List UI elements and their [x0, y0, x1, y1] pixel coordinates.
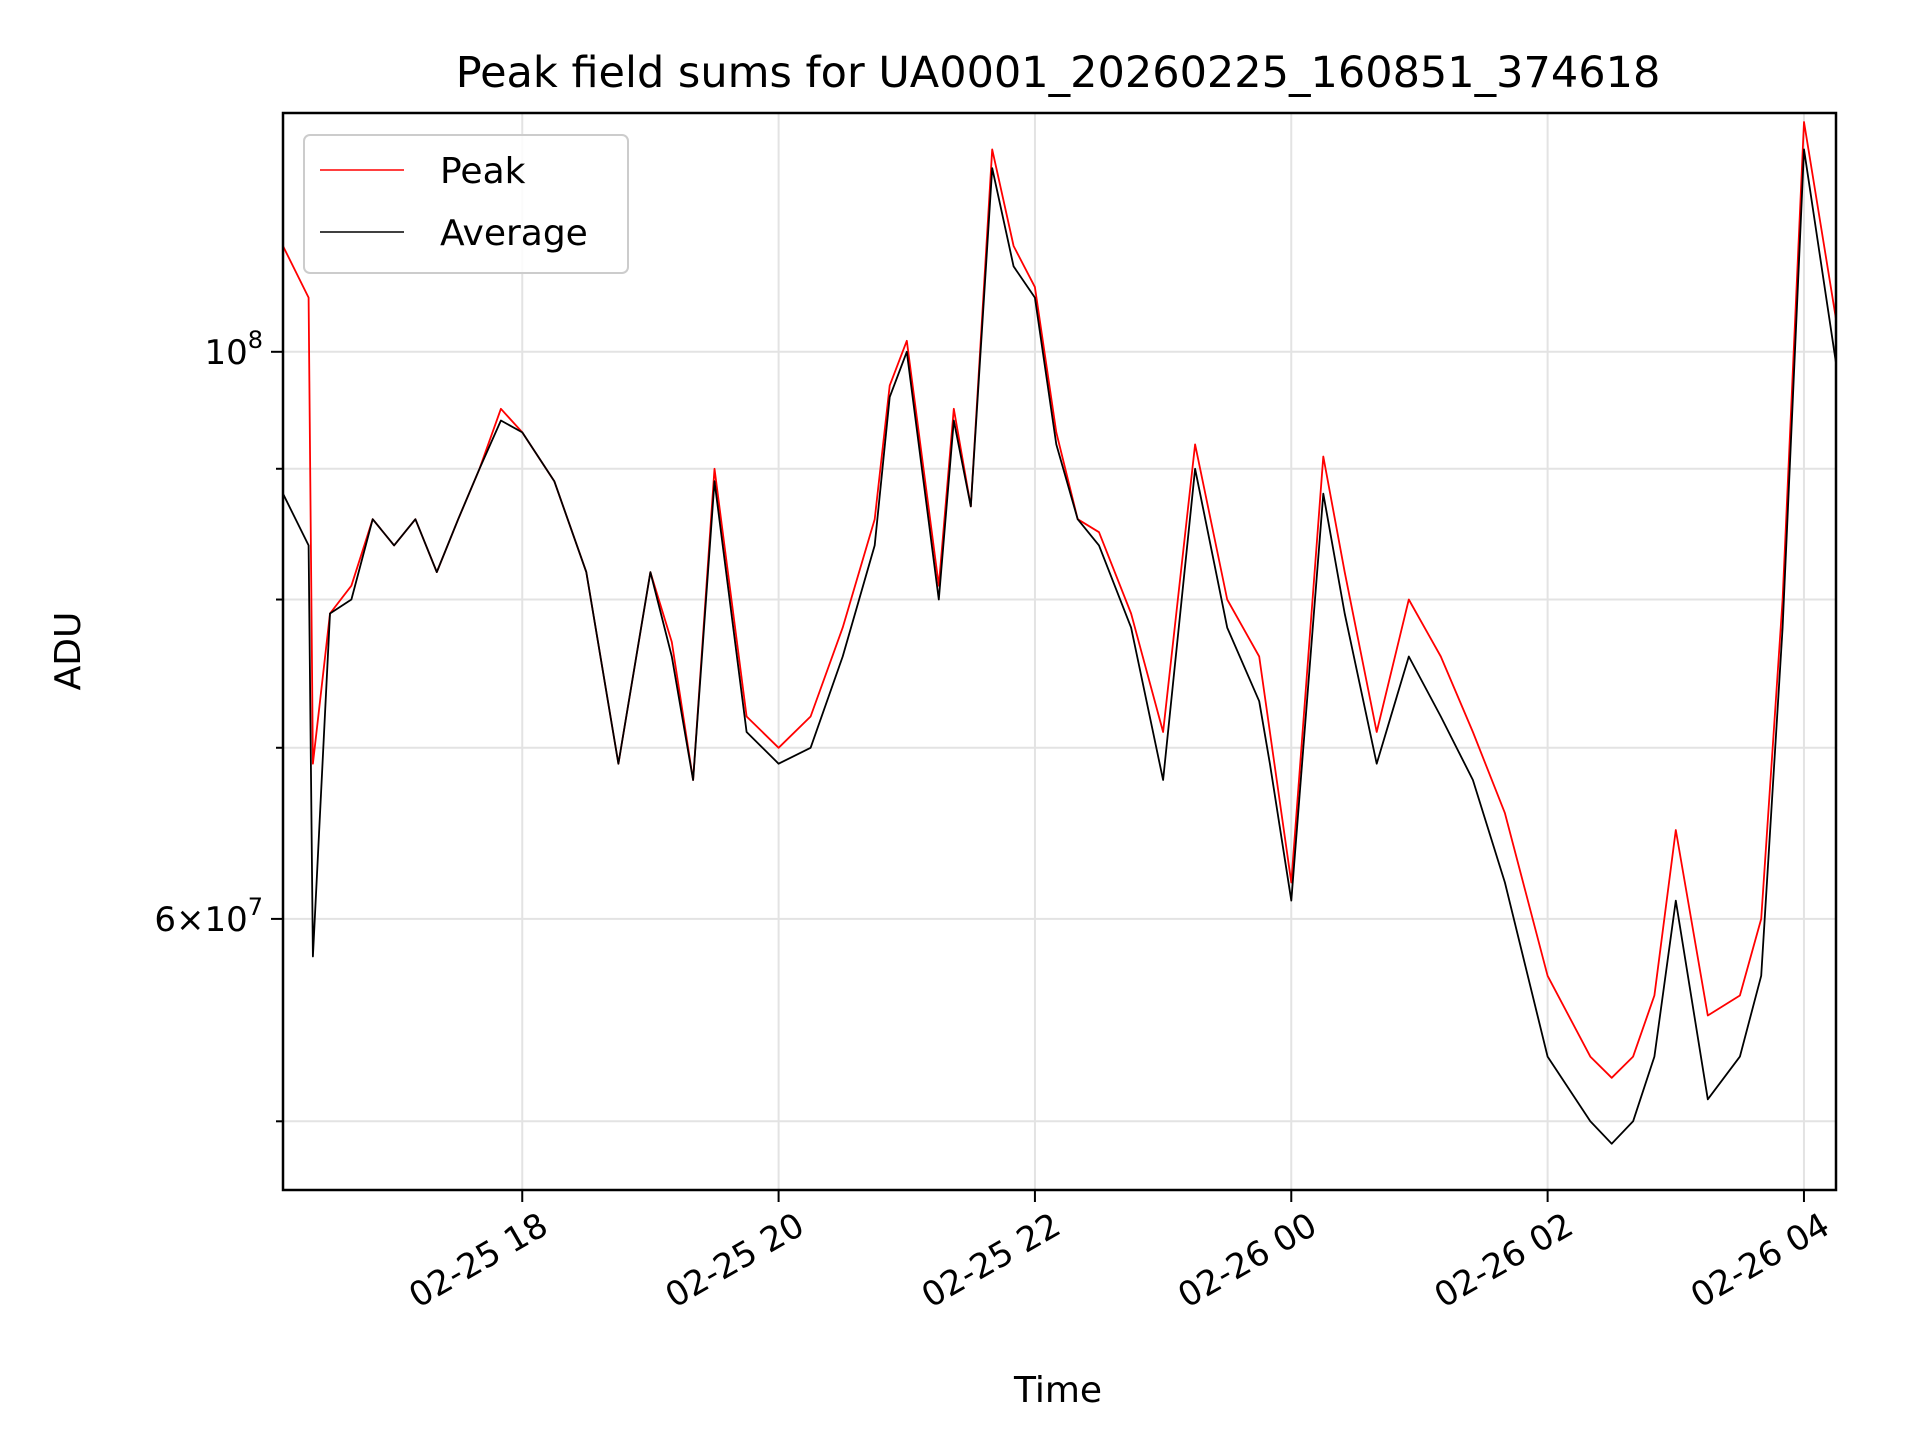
y-axis-label: ADU	[48, 612, 89, 691]
plot-area	[281, 111, 1838, 1192]
legend: Peak Average	[303, 134, 629, 274]
legend-label-average: Average	[440, 213, 588, 254]
chart-title: Peak field sums for UA0001_20260225_1608…	[456, 48, 1661, 98]
y-tick-label: 108	[204, 326, 263, 373]
series-line-average	[283, 148, 1836, 1145]
y-tick-label: 6×107	[154, 893, 263, 940]
series-layer	[283, 121, 1836, 1145]
y-axis: 108 6×107	[154, 326, 283, 1123]
x-axis-label: Time	[1013, 1370, 1102, 1411]
legend-label-peak: Peak	[440, 151, 526, 192]
